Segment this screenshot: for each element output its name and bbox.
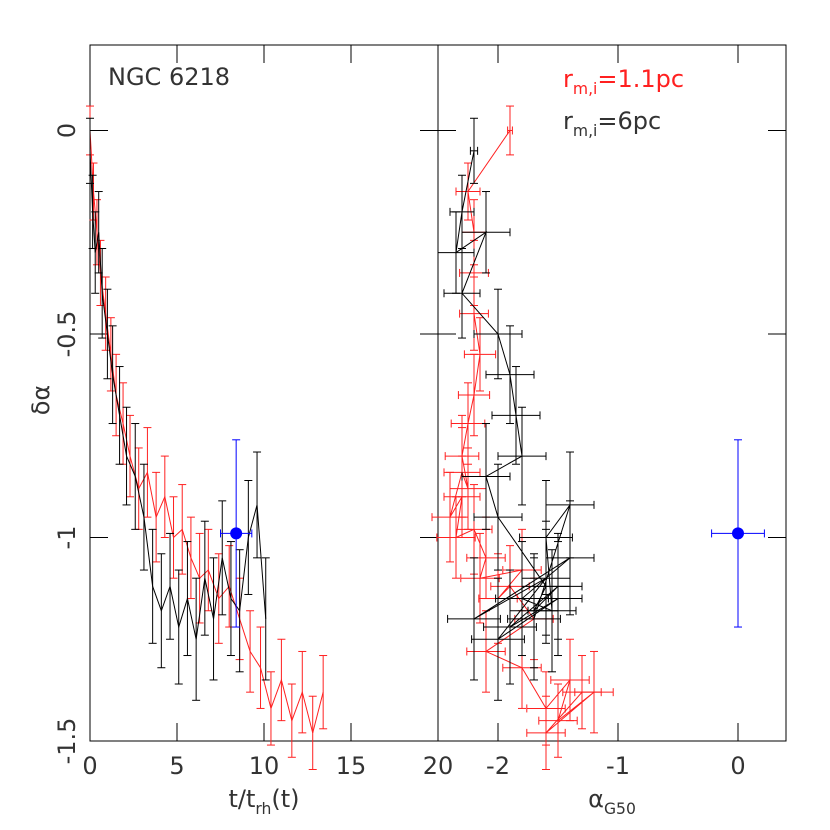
x-tick-label: 0 — [730, 752, 745, 780]
point — [732, 527, 744, 540]
legend-entry: rm,i=6pc — [563, 107, 661, 140]
legend-entry-part: m,i — [573, 80, 597, 98]
legend-entry-part: =1.1pc — [597, 65, 684, 93]
legend-entry: rm,i=1.1pc — [563, 65, 684, 98]
x-axis-label-part: t/t — [228, 785, 255, 813]
x-axis-label-part: rh — [255, 800, 271, 818]
x-tick-label: -2 — [486, 752, 510, 780]
x-tick-label: 15 — [336, 752, 367, 780]
x-tick-label: 20 — [423, 752, 454, 780]
y-axis-label: δα — [27, 385, 55, 416]
x-axis-label: αG50 — [588, 785, 636, 818]
x-axis-label-part: G50 — [604, 800, 636, 818]
x-tick-label: -1 — [606, 752, 630, 780]
y-tick-label: -0.5 — [53, 311, 81, 358]
point — [230, 527, 243, 540]
plot-frame — [89, 44, 439, 742]
x-axis-label-part: (t) — [271, 785, 299, 813]
y-tick-label: -1 — [53, 526, 81, 550]
legend-entry-part: =6pc — [597, 107, 661, 135]
x-axis-label: t/trh(t) — [228, 785, 299, 818]
x-tick-label: 5 — [169, 752, 184, 780]
legend-entry-part: r — [563, 65, 573, 93]
annotation: NGC 6218 — [108, 63, 230, 91]
plot-frame — [437, 44, 787, 742]
y-tick-label: 0 — [53, 123, 81, 138]
series-line — [89, 130, 324, 733]
x-axis-label-part: α — [588, 785, 604, 813]
y-tick-label: -1.5 — [53, 718, 81, 765]
legend-entry-part: m,i — [573, 122, 597, 140]
legend-entry-part: r — [563, 107, 573, 135]
x-tick-label: 0 — [82, 752, 97, 780]
x-tick-label: 10 — [249, 752, 280, 780]
